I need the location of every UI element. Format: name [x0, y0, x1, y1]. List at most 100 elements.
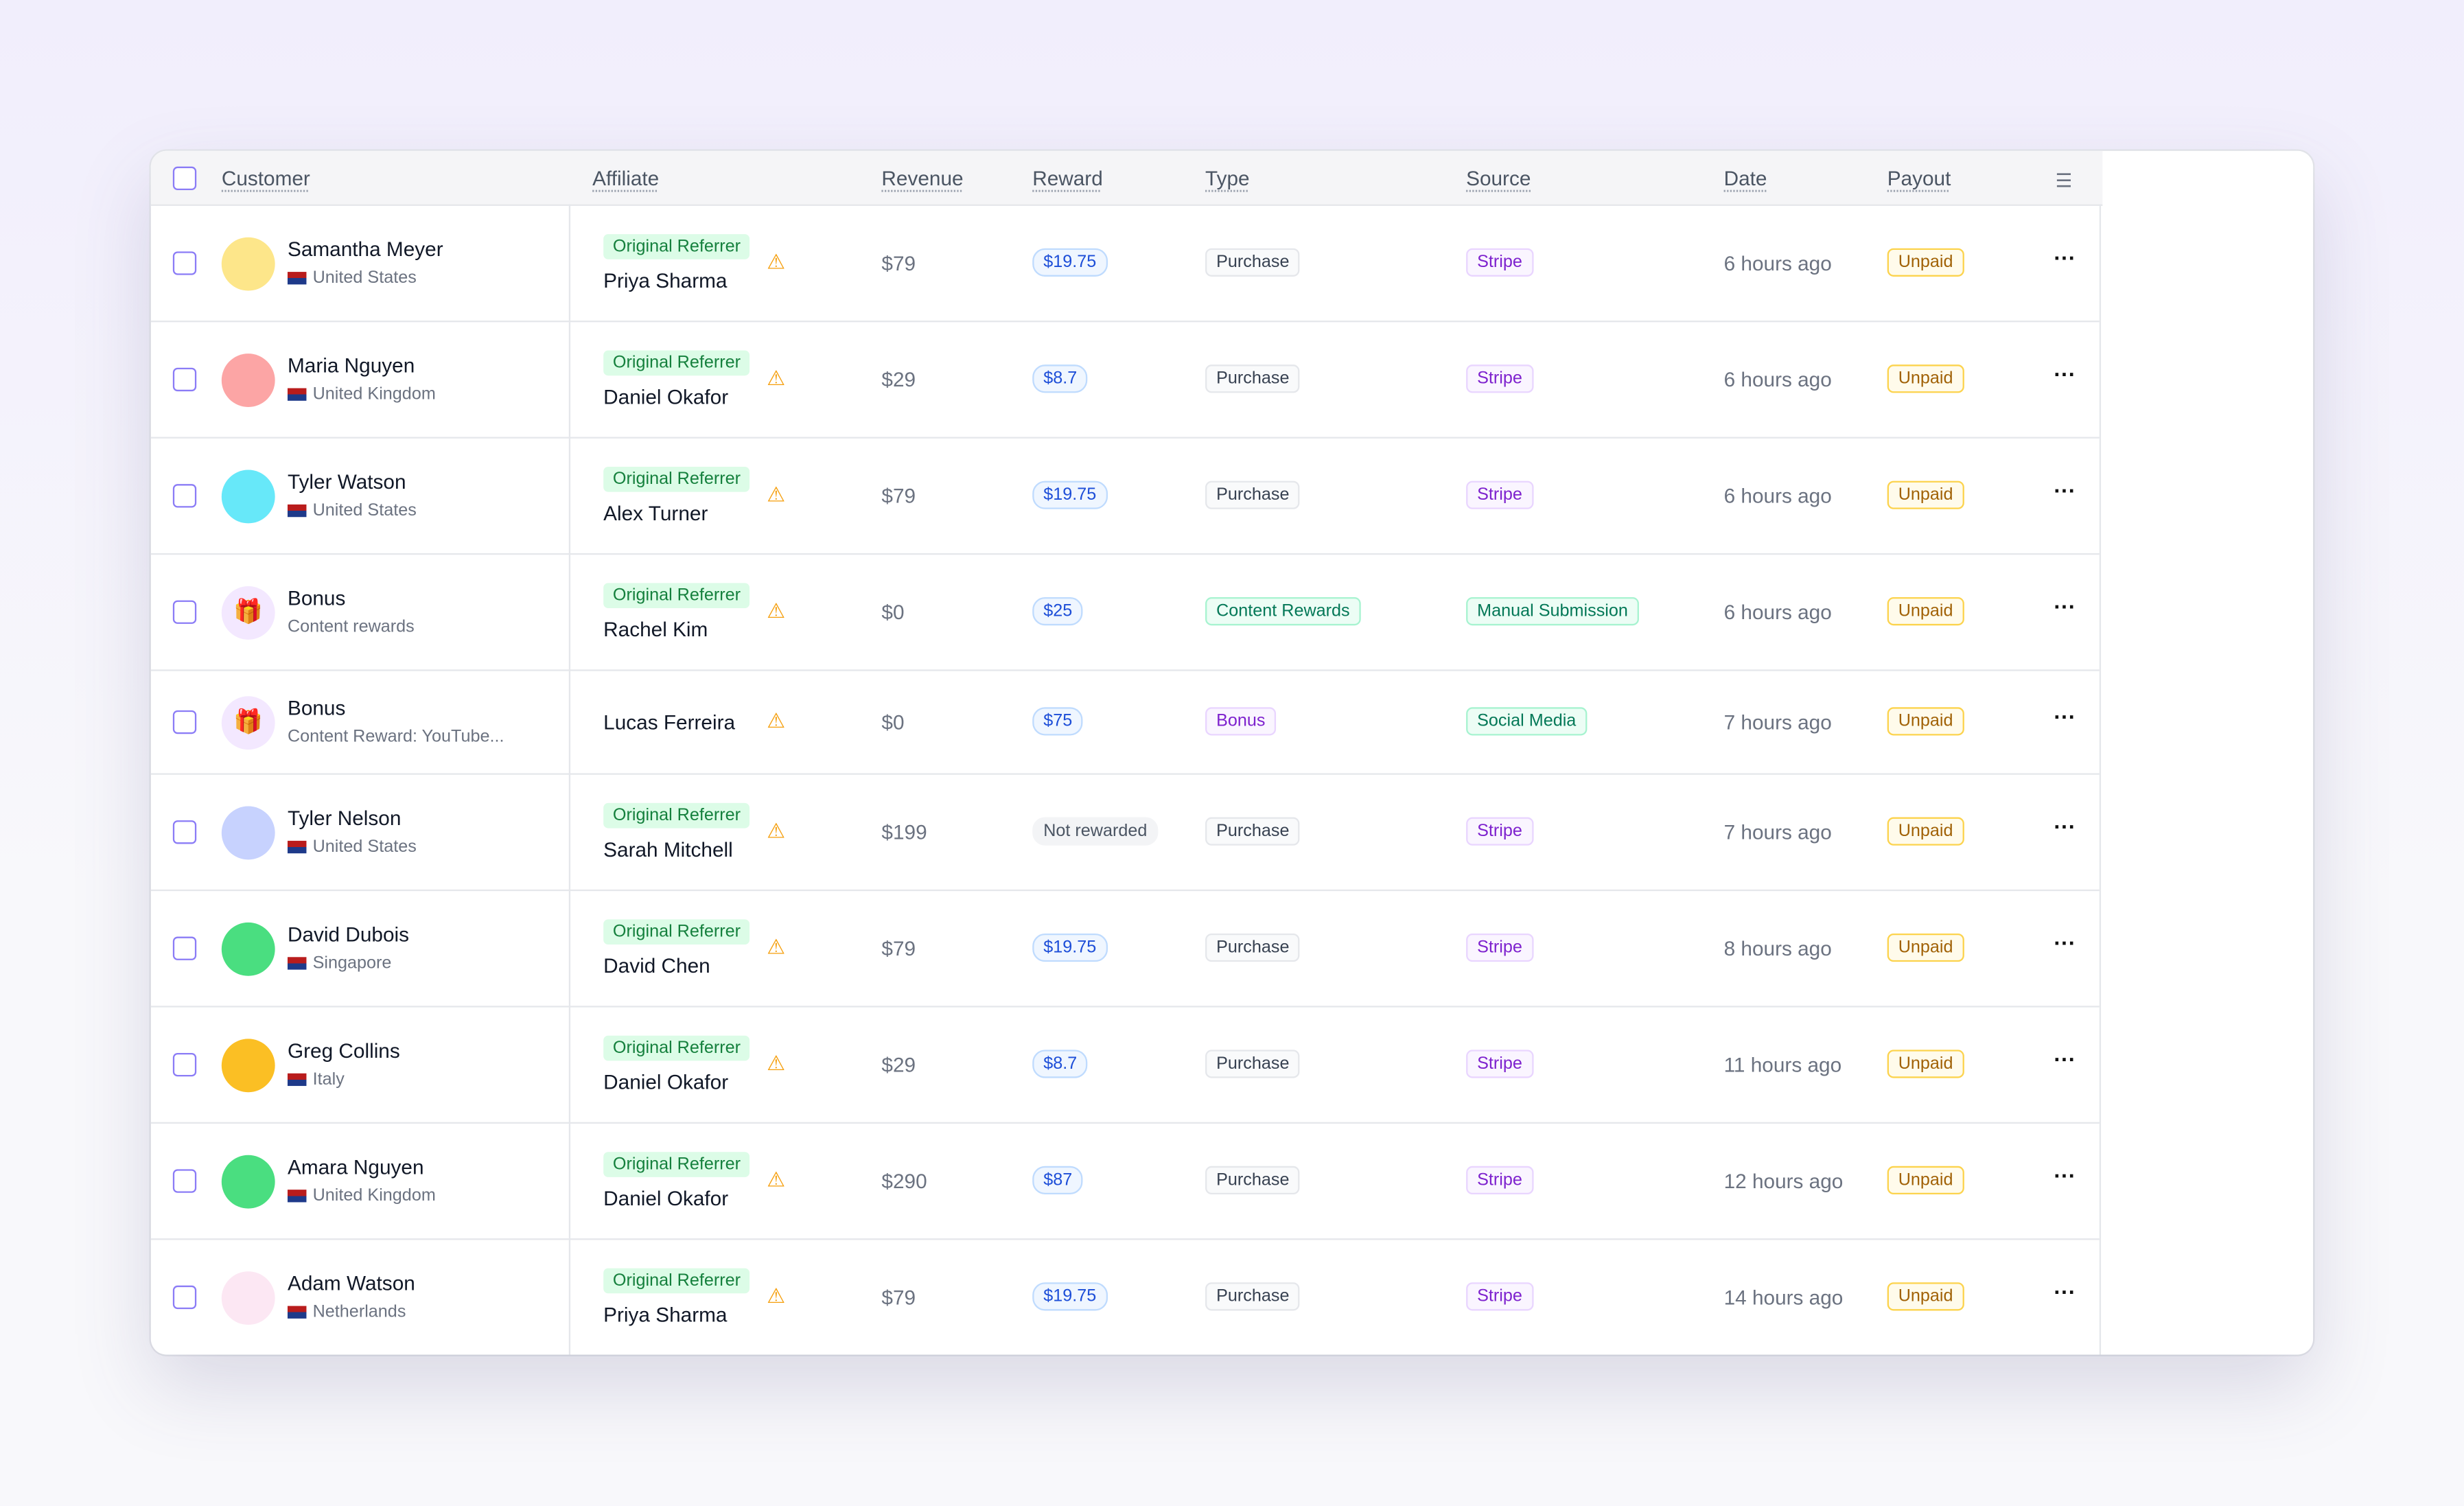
- row-checkbox[interactable]: [172, 1285, 197, 1310]
- column-header[interactable]: Customer: [221, 166, 310, 191]
- row-checkbox[interactable]: [172, 820, 197, 844]
- avatar: 🎁: [221, 586, 275, 640]
- date: 12 hours ago: [1723, 1169, 1844, 1193]
- column-header[interactable]: Revenue: [881, 166, 964, 191]
- warning-icon: ⚠: [767, 366, 785, 390]
- customer-name: Tyler Nelson: [287, 806, 402, 830]
- customer-detail: United Kingdom: [312, 1186, 436, 1206]
- revenue: $290: [881, 1169, 927, 1193]
- date: 14 hours ago: [1723, 1285, 1844, 1310]
- date: 6 hours ago: [1723, 484, 1832, 508]
- reward-badge: $19.75: [1032, 933, 1108, 962]
- source-badge: Stripe: [1466, 817, 1533, 846]
- warning-icon: ⚠: [767, 1051, 785, 1076]
- column-header[interactable]: Payout: [1887, 166, 1951, 191]
- customer-detail: Netherlands: [312, 1302, 406, 1322]
- warning-icon: ⚠: [767, 818, 785, 843]
- select-all-checkbox[interactable]: [172, 166, 197, 191]
- row-menu[interactable]: ···: [2054, 478, 2076, 503]
- customer-name: Adam Watson: [287, 1271, 415, 1295]
- payout-badge: Unpaid: [1887, 817, 1964, 846]
- type-badge: Purchase: [1205, 817, 1301, 846]
- payout-badge: Unpaid: [1887, 364, 1964, 393]
- row-checkbox[interactable]: [172, 1169, 197, 1193]
- customer-detail: United Kingdom: [312, 384, 436, 404]
- affiliate-tag: Original Referrer: [603, 802, 750, 829]
- affiliate-name: Rachel Kim: [603, 617, 708, 642]
- reward-badge: $8.7: [1032, 1050, 1089, 1078]
- row-menu[interactable]: ···: [2054, 704, 2076, 730]
- customer-detail: Content Reward: YouTube...: [287, 728, 504, 747]
- affiliate-tag: Original Referrer: [603, 919, 750, 945]
- affiliate-tag: Original Referrer: [603, 583, 750, 609]
- column-settings[interactable]: ☰: [2055, 170, 2073, 192]
- row-menu[interactable]: ···: [2054, 245, 2076, 270]
- affiliate-name: Alex Turner: [603, 501, 708, 525]
- table-row: Greg Collins Italy Original Referrer Daniel…: [150, 1008, 2100, 1124]
- date: 7 hours ago: [1723, 820, 1832, 844]
- warning-icon: ⚠: [767, 935, 785, 959]
- customer-detail: Italy: [312, 1070, 345, 1089]
- row-menu[interactable]: ···: [2054, 1163, 2076, 1188]
- row-menu[interactable]: ···: [2054, 1046, 2076, 1072]
- customer-detail: Content rewards: [287, 617, 415, 637]
- payout-badge: Unpaid: [1887, 933, 1964, 962]
- row-checkbox[interactable]: [172, 936, 197, 960]
- row-menu[interactable]: ···: [2054, 1279, 2076, 1305]
- row-checkbox[interactable]: [172, 600, 197, 624]
- row-menu[interactable]: ···: [2054, 594, 2076, 620]
- row-menu[interactable]: ···: [2054, 813, 2076, 839]
- payout-badge: Unpaid: [1887, 480, 1964, 509]
- type-badge: Purchase: [1205, 480, 1301, 509]
- row-checkbox[interactable]: [172, 367, 197, 392]
- flag-icon: [287, 840, 307, 854]
- row-menu[interactable]: ···: [2054, 930, 2076, 956]
- affiliate-tag: Original Referrer: [603, 1035, 750, 1061]
- row-menu[interactable]: ···: [2054, 361, 2076, 387]
- table-row: Tyler Watson United States Original Referr…: [150, 439, 2100, 555]
- customer-detail: United States: [312, 268, 417, 288]
- type-badge: Purchase: [1205, 1282, 1301, 1311]
- date: 6 hours ago: [1723, 367, 1832, 392]
- customer-detail: Singapore: [312, 953, 392, 973]
- row-checkbox[interactable]: [172, 251, 197, 275]
- revenue: $0: [881, 710, 905, 734]
- reward-badge: $8.7: [1032, 364, 1089, 393]
- customer-name: Amara Nguyen: [287, 1155, 424, 1179]
- table-row: Samantha Meyer United States Original Refe…: [150, 206, 2100, 323]
- affiliate-tag: Original Referrer: [603, 1152, 750, 1177]
- payout-badge: Unpaid: [1887, 707, 1964, 736]
- affiliate-name: David Chen: [603, 953, 710, 978]
- source-badge: Stripe: [1466, 248, 1533, 277]
- column-header[interactable]: Source: [1466, 166, 1531, 191]
- column-header[interactable]: Affiliate: [592, 166, 660, 191]
- revenue: $79: [881, 1285, 916, 1310]
- source-badge: Stripe: [1466, 480, 1533, 509]
- row-checkbox[interactable]: [172, 1052, 197, 1077]
- warning-icon: ⚠: [767, 599, 785, 623]
- column-header[interactable]: Type: [1205, 166, 1250, 191]
- row-checkbox[interactable]: [172, 710, 197, 734]
- column-header[interactable]: Date: [1723, 166, 1767, 191]
- table-row: David Dubois Singapore Original Referrer Da…: [150, 891, 2100, 1008]
- revenue: $199: [881, 820, 927, 844]
- date: 7 hours ago: [1723, 710, 1832, 734]
- table-header: Customer Affiliate Revenue Reward Type Source…: [150, 150, 2103, 206]
- table-row: 🎁 Bonus Content rewards Original Referrer Ra…: [150, 555, 2100, 671]
- avatar: [221, 806, 275, 860]
- customer-name: Samantha Meyer: [287, 237, 443, 262]
- avatar: [221, 1271, 275, 1325]
- column-header[interactable]: Reward: [1032, 166, 1103, 191]
- source-badge: Stripe: [1466, 364, 1533, 393]
- warning-icon: ⚠: [767, 708, 785, 732]
- warning-icon: ⚠: [767, 482, 785, 507]
- date: 6 hours ago: [1723, 600, 1832, 624]
- type-badge: Purchase: [1205, 364, 1301, 393]
- customer-name: Bonus: [287, 696, 346, 720]
- date: 11 hours ago: [1723, 1052, 1842, 1077]
- row-checkbox[interactable]: [172, 484, 197, 508]
- source-badge: Stripe: [1466, 1050, 1533, 1078]
- source-badge: Stripe: [1466, 1282, 1533, 1311]
- avatar: [221, 922, 275, 976]
- reward-badge: $87: [1032, 1166, 1084, 1195]
